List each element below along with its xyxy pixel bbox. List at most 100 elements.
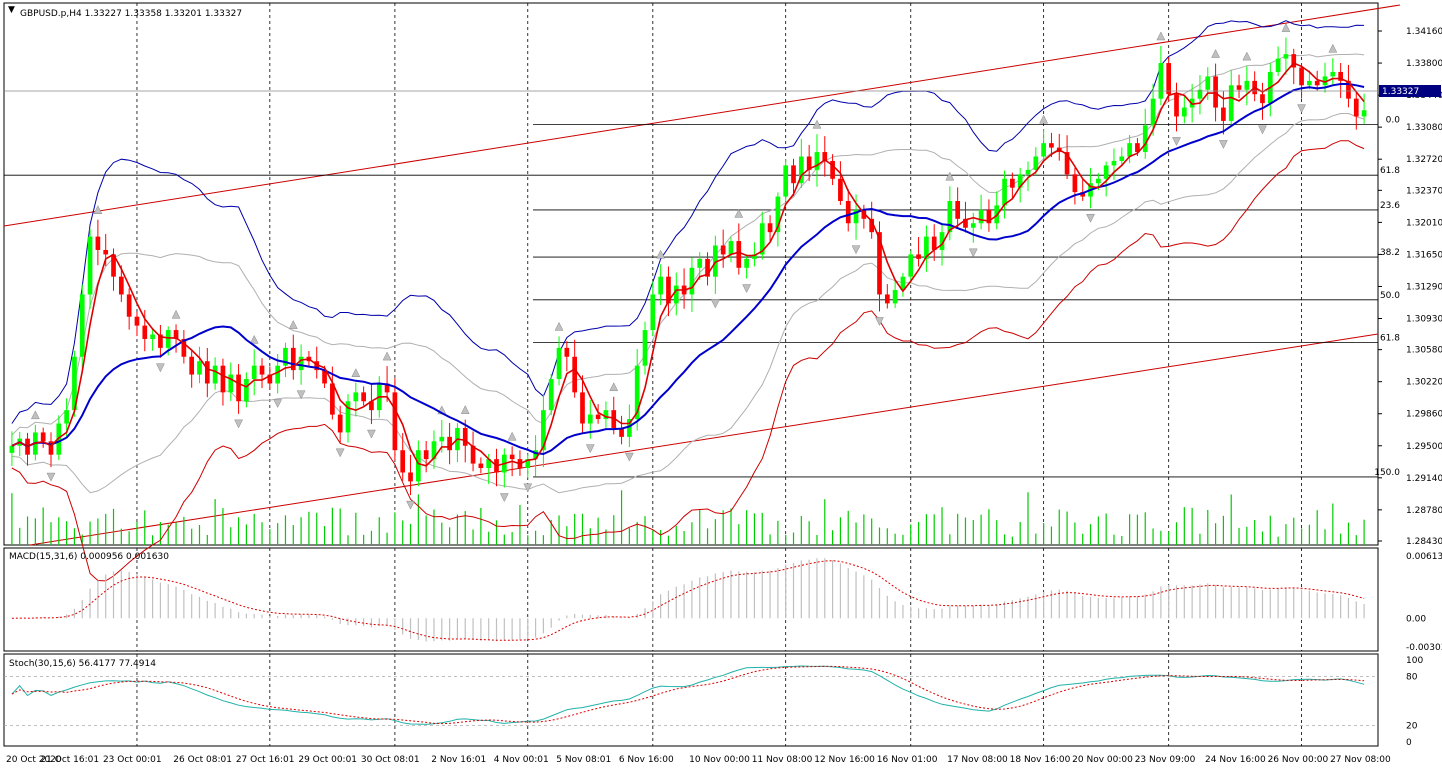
time-tick-label: 29 Oct 00:01 [298,755,357,765]
macd-signal-line [11,560,1365,641]
candle-body [431,441,437,460]
candle [1205,67,1211,101]
chart-title-arrow-icon[interactable]: ▼ [8,5,15,15]
fib-level-label: 38.2 [1380,248,1400,258]
time-tick-label: 30 Oct 08:01 [361,755,420,765]
candle [142,310,148,352]
candle [1080,179,1086,201]
candle [1127,134,1132,164]
candle-body [830,160,835,179]
candle [986,199,992,232]
candle [533,435,538,477]
fib-level-label: 23.6 [1380,201,1400,211]
candle [1017,167,1023,203]
candle-body [728,241,734,255]
price-tick-label: 1.29860 [1406,410,1442,420]
candle [767,215,773,242]
candle-body [1197,89,1203,99]
candle [619,415,624,445]
fractal-markers [30,23,1338,510]
candle [361,386,366,406]
price-tick-label: 1.31290 [1406,282,1442,292]
price-tick-label: 1.30580 [1406,346,1442,356]
candle-body [126,294,132,317]
price-tick-label: 1.28780 [1406,506,1442,516]
candle [118,265,124,302]
candle-body [1236,85,1242,90]
candle-body [244,379,249,402]
candle-body [533,450,538,460]
candle [158,325,163,358]
candle-body [869,218,875,233]
stoch-pane[interactable] [3,653,1379,747]
fractal-down-icon [968,248,978,258]
candle [884,284,890,309]
candle-body [439,436,445,442]
candle [697,252,703,281]
candle [1244,66,1250,106]
macd-title: MACD(15,31,6) 0.000956 0.001630 [9,552,169,562]
candle [1346,64,1351,108]
candle [838,161,843,205]
candle [431,430,437,469]
price-tick-label: 1.29140 [1406,474,1442,484]
candle-body [1346,80,1351,99]
candle [1275,46,1281,77]
candle [150,327,155,351]
candle [705,252,710,286]
candle-body [267,374,273,384]
candle-body [392,392,398,451]
candle [1260,82,1265,120]
fractal-up-icon [1156,31,1166,41]
candle-body [330,383,335,415]
candle-body [236,374,241,402]
candle [314,346,320,379]
candle [908,250,914,284]
outer-lower-band [11,140,1365,582]
candle [931,224,937,261]
candle-body [541,410,546,451]
macd-pane[interactable] [3,547,1379,652]
candle-body [798,156,804,184]
time-tick-label: 18 Nov 16:00 [1010,755,1071,765]
candle [1338,63,1343,98]
price-tick-label: 1.33080 [1406,123,1442,133]
macd-tick-label: -0.003030 [1406,643,1442,653]
current-price-tag [1379,85,1441,97]
candle-body [1244,80,1250,90]
fractal-up-icon [1281,23,1291,32]
candle [1142,108,1148,159]
time-tick-label: 23 Nov 09:00 [1135,755,1196,765]
candle-body [720,245,726,255]
candle-body [384,383,390,393]
candle [1314,70,1320,91]
candle-body [48,441,54,455]
candle-body [939,232,945,250]
slow-moving-average [11,83,1365,456]
candle [1236,74,1242,98]
candle [525,454,531,478]
candle-body [1283,54,1289,59]
candle [814,134,820,187]
candle-body [673,285,679,304]
time-tick-label: 23 Oct 00:01 [103,755,162,765]
candle [1291,48,1297,85]
candle [72,350,77,417]
candle [189,350,195,388]
candle [713,235,718,294]
candle-body [611,410,617,428]
candle-body [1338,71,1343,81]
candle-body [1041,143,1046,157]
candle [830,154,835,186]
price-tick-label: 1.34160 [1406,27,1442,37]
time-tick-label: 26 Oct 08:01 [173,755,232,765]
candle-body [118,276,124,295]
candle [736,223,742,275]
fractal-down-icon [367,429,376,439]
candle [689,257,695,313]
candle-body [400,450,406,473]
time-tick-label: 20 Oct 2020 [6,755,62,765]
candle [337,405,343,443]
